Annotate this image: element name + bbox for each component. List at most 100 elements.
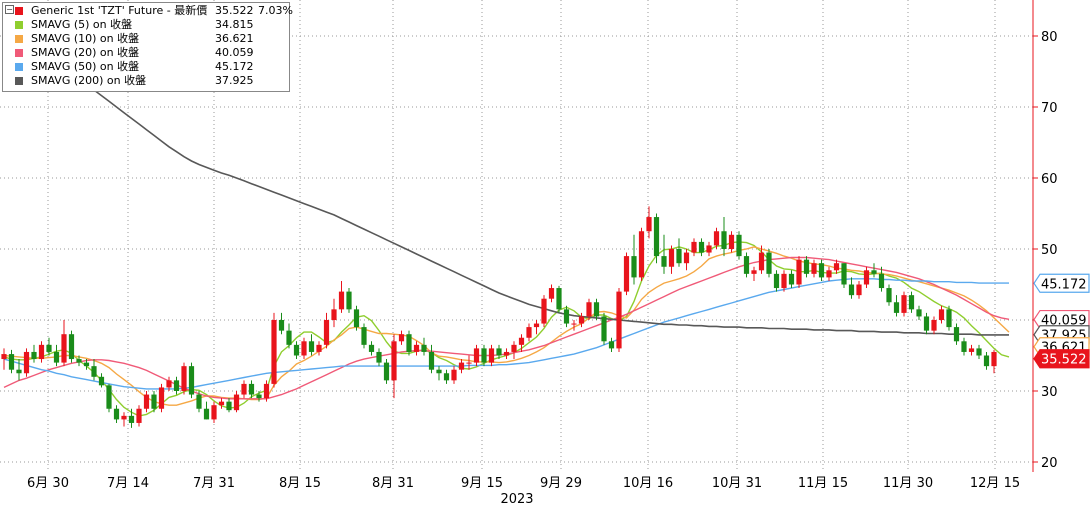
candle-body xyxy=(953,327,960,342)
value-tag: 35.522 xyxy=(1033,349,1090,369)
legend-value: 45.172 xyxy=(215,60,254,73)
x-tick-label: 10月 31 xyxy=(712,476,762,491)
candle xyxy=(848,277,855,299)
candle xyxy=(151,391,157,413)
candlesticks xyxy=(1,206,997,428)
candle xyxy=(721,217,727,257)
candle-body xyxy=(83,362,90,367)
legend-name: SMAVG (200) on 收盤 xyxy=(31,74,147,87)
candle-body xyxy=(803,259,810,274)
candle xyxy=(106,383,112,413)
candle-body xyxy=(908,295,915,310)
candle-body xyxy=(698,241,705,253)
candle xyxy=(608,337,615,352)
legend-row-ma10[interactable]: SMAVG (10) on 收盤 36.621 xyxy=(3,32,289,46)
candle xyxy=(668,245,675,274)
candle xyxy=(143,391,150,413)
candle xyxy=(556,285,562,313)
candle-body xyxy=(383,362,390,381)
candle xyxy=(923,312,930,335)
candle xyxy=(736,231,742,260)
x-axis: 6月 30 7月 14 7月 31 8月 15 8月 31 9月 15 9月 29 10月 1… xyxy=(27,476,1020,491)
candle-body xyxy=(818,263,825,278)
candle xyxy=(196,391,202,413)
candle xyxy=(233,391,240,413)
candle-body xyxy=(488,348,495,363)
candle-body xyxy=(946,309,952,328)
candle-body xyxy=(736,234,742,257)
candle xyxy=(856,280,862,299)
candle-body xyxy=(826,270,832,278)
legend-row-price[interactable]: Generic 1st 'TZT' Future - 最新價 35.522 7.… xyxy=(3,4,293,18)
candle xyxy=(203,401,210,420)
candle xyxy=(773,270,780,292)
candle-body xyxy=(16,369,22,374)
candle xyxy=(901,291,907,317)
candle xyxy=(136,405,142,427)
candle xyxy=(188,362,195,399)
candle-body xyxy=(98,376,105,386)
candle xyxy=(316,341,322,356)
value-tag: 40.059 xyxy=(1033,309,1090,330)
candle-body xyxy=(878,273,885,289)
legend-row-ma5[interactable]: SMAVG (5) on 收盤 34.815 xyxy=(3,18,289,32)
candle xyxy=(908,291,915,313)
candle xyxy=(976,344,982,360)
candle xyxy=(308,334,315,356)
candle-body xyxy=(788,273,795,285)
candle xyxy=(833,259,840,274)
legend-row-ma20[interactable]: SMAVG (20) on 收盤 40.059 xyxy=(3,46,289,60)
candle xyxy=(473,344,480,367)
candle-body xyxy=(968,348,975,352)
candle-body xyxy=(203,408,210,420)
candle xyxy=(458,359,465,374)
candle xyxy=(361,323,367,349)
candle xyxy=(211,401,217,423)
candle xyxy=(331,298,337,328)
candle xyxy=(398,330,405,345)
candle-body xyxy=(691,241,697,253)
candle xyxy=(376,348,382,367)
candle-body xyxy=(353,309,360,328)
x-tick-label: 9月 29 xyxy=(540,476,582,491)
collapse-icon[interactable]: − xyxy=(5,5,14,14)
candle xyxy=(811,259,817,278)
candle xyxy=(623,252,630,296)
candle-body xyxy=(661,256,667,267)
candle xyxy=(16,359,22,381)
candle xyxy=(248,380,255,399)
y-axis: 20304050607080 xyxy=(1033,30,1058,471)
candle-body xyxy=(1,354,7,360)
candle xyxy=(443,369,450,384)
candle xyxy=(91,359,97,381)
candle xyxy=(226,398,232,413)
legend-row-ma50[interactable]: SMAVG (50) on 收盤 45.172 xyxy=(3,60,289,74)
candle xyxy=(631,234,637,285)
candle xyxy=(541,295,547,328)
candle-body xyxy=(278,320,285,331)
candle-body xyxy=(226,401,232,411)
candle xyxy=(518,334,525,352)
candle xyxy=(863,266,870,289)
legend-row-ma200[interactable]: SMAVG (200) on 收盤 37.925 xyxy=(3,74,289,88)
candle xyxy=(61,320,67,367)
candle xyxy=(578,312,585,328)
legend-name: SMAVG (50) on 收盤 xyxy=(31,60,140,73)
candle-body xyxy=(173,380,180,391)
candle xyxy=(871,263,877,278)
candle-body xyxy=(713,231,720,246)
candle-body xyxy=(361,327,367,345)
candle-body xyxy=(683,252,690,264)
candle-body xyxy=(961,341,967,352)
candle xyxy=(916,305,922,320)
candle-body xyxy=(773,273,780,289)
candle-body xyxy=(8,354,15,370)
candle-body xyxy=(578,316,585,324)
candle-body xyxy=(616,291,622,349)
candle-body xyxy=(113,408,120,420)
candle xyxy=(713,227,720,249)
candle-body xyxy=(211,405,217,420)
candle-body xyxy=(533,323,540,328)
candle xyxy=(263,380,270,402)
candle xyxy=(796,256,802,289)
